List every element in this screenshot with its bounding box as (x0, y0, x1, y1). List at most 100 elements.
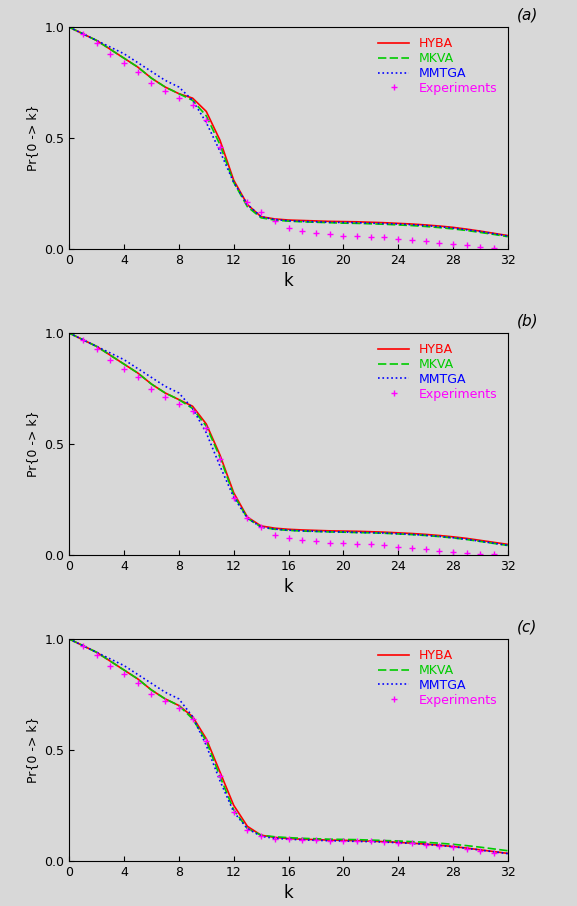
HYBA (422, 529, 429, 540)
Experiments (477, 548, 484, 559)
MMTGA (449, 223, 456, 234)
HYBA (340, 525, 347, 536)
Experiments (449, 546, 456, 557)
HYBA (175, 394, 182, 405)
MKVA (504, 845, 511, 856)
Experiments (463, 547, 470, 558)
Experiments (285, 834, 292, 844)
HYBA (504, 230, 511, 241)
MKVA (409, 836, 415, 847)
Experiments (299, 535, 306, 545)
MMTGA (449, 842, 456, 853)
MKVA (490, 843, 497, 854)
HYBA (93, 341, 100, 352)
MKVA (134, 62, 141, 72)
MKVA (436, 838, 443, 849)
Experiments (299, 226, 306, 236)
MMTGA (409, 838, 415, 849)
HYBA (326, 525, 333, 536)
MMTGA (490, 538, 497, 549)
MMTGA (148, 66, 155, 77)
HYBA (436, 530, 443, 541)
MMTGA (436, 531, 443, 542)
MKVA (216, 140, 223, 150)
Experiments (162, 696, 168, 707)
Experiments (354, 538, 361, 549)
MKVA (422, 221, 429, 232)
MMTGA (134, 669, 141, 680)
MMTGA (230, 492, 237, 503)
Experiments (367, 539, 374, 550)
MKVA (490, 538, 497, 549)
Experiments (381, 836, 388, 847)
HYBA (354, 217, 361, 227)
Experiments (490, 242, 497, 253)
HYBA (463, 224, 470, 235)
Experiments (354, 835, 361, 846)
Experiments (216, 141, 223, 152)
MKVA (175, 700, 182, 711)
HYBA (422, 839, 429, 850)
Line: MMTGA: MMTGA (69, 639, 508, 853)
Experiments (189, 100, 196, 111)
MKVA (93, 341, 100, 352)
HYBA (367, 835, 374, 846)
MKVA (381, 835, 388, 846)
HYBA (367, 526, 374, 537)
MMTGA (367, 217, 374, 228)
MKVA (80, 28, 87, 39)
Experiments (148, 383, 155, 394)
MKVA (477, 227, 484, 238)
MKVA (216, 452, 223, 463)
HYBA (285, 524, 292, 535)
Experiments (257, 522, 264, 533)
Experiments (326, 835, 333, 846)
Experiments (244, 513, 251, 524)
Experiments (107, 48, 114, 59)
HYBA (299, 834, 306, 844)
Experiments (326, 229, 333, 240)
MKVA (285, 216, 292, 226)
MKVA (312, 526, 319, 537)
MKVA (312, 217, 319, 227)
X-axis label: k: k (284, 884, 293, 902)
Experiments (121, 669, 128, 680)
MKVA (299, 217, 306, 227)
Experiments (449, 238, 456, 249)
MKVA (230, 177, 237, 188)
Experiments (340, 537, 347, 548)
MKVA (189, 95, 196, 106)
MKVA (299, 833, 306, 843)
MKVA (93, 647, 100, 658)
Experiments (175, 399, 182, 410)
HYBA (230, 487, 237, 498)
MMTGA (107, 42, 114, 53)
Experiments (271, 216, 278, 226)
HYBA (148, 685, 155, 696)
HYBA (436, 220, 443, 231)
MKVA (162, 388, 168, 399)
Experiments (216, 454, 223, 465)
Experiments (463, 843, 470, 854)
MKVA (244, 824, 251, 834)
HYBA (175, 88, 182, 99)
MMTGA (354, 527, 361, 538)
HYBA (285, 834, 292, 844)
Line: HYBA: HYBA (69, 333, 508, 545)
MKVA (326, 526, 333, 537)
HYBA (422, 219, 429, 230)
Experiments (203, 115, 209, 126)
MMTGA (422, 839, 429, 850)
MMTGA (463, 534, 470, 545)
Experiments (216, 771, 223, 782)
MMTGA (175, 82, 182, 92)
MMTGA (477, 535, 484, 546)
HYBA (381, 836, 388, 847)
Experiments (203, 423, 209, 434)
HYBA (504, 848, 511, 859)
HYBA (230, 800, 237, 811)
MMTGA (134, 363, 141, 374)
MMTGA (409, 529, 415, 540)
MMTGA (230, 806, 237, 817)
MKVA (162, 82, 168, 92)
